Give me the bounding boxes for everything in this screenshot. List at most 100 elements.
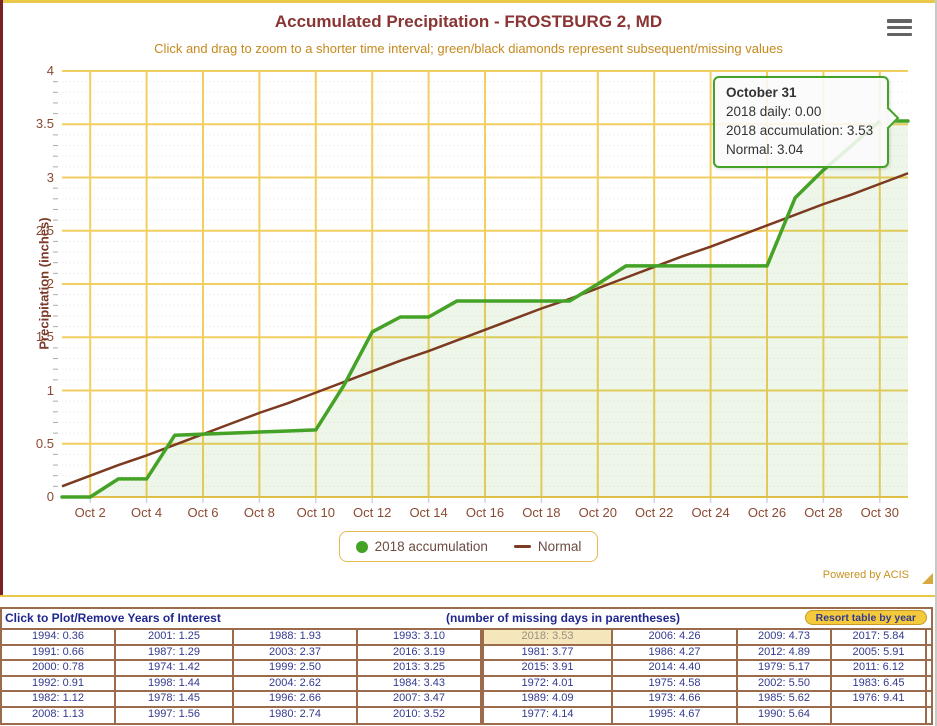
chart-tooltip: October 31 2018 daily: 0.00 2018 accumul… <box>713 76 900 168</box>
year-cell[interactable]: 1984: 3.43 <box>358 676 482 692</box>
y-axis-tick-label: 1.5 <box>35 329 54 345</box>
table-header: Click to Plot/Remove Years of Interest (… <box>2 609 931 630</box>
table-body: 1994: 0.36 2001: 1.25 1988: 1.93 1993: 3.10… <box>2 630 931 723</box>
x-axis-tick-label: Oct 16 <box>465 505 505 520</box>
table-filler-cell <box>927 708 931 724</box>
year-cell[interactable]: 1987: 1.29 <box>116 645 234 661</box>
x-axis-tick-label: Oct 22 <box>635 505 674 520</box>
tooltip-accumulation: 2018 accumulation: 3.53 <box>726 123 874 138</box>
year-cell[interactable]: 1977: 4.14 <box>482 707 613 723</box>
table-filler-cell <box>927 661 931 677</box>
year-cell[interactable]: 2001: 1.25 <box>116 630 234 646</box>
left-border <box>0 0 3 597</box>
table-row: 2008: 1.13 1997: 1.56 1980: 2.74 2010: 3.52… <box>2 707 931 724</box>
year-cell[interactable]: 2013: 3.25 <box>358 661 482 677</box>
year-cell[interactable]: 1979: 5.17 <box>738 661 832 677</box>
year-cell[interactable]: 1990: 5.64 <box>738 707 832 723</box>
year-cell[interactable]: 1994: 0.36 <box>2 630 116 646</box>
chart-title: Accumulated Precipitation - FROSTBURG 2,… <box>274 12 663 31</box>
resort-table-button[interactable]: Resort table by year <box>804 610 927 625</box>
year-cell[interactable]: 1983: 6.45 <box>832 676 927 692</box>
chart-subtitle: Click and drag to zoom to a shorter time… <box>154 41 783 56</box>
tooltip-date: October 31 <box>726 85 797 100</box>
y-axis-tick-label: 2.5 <box>35 222 54 238</box>
year-cell[interactable]: 2007: 3.47 <box>358 692 482 708</box>
year-cell[interactable]: 1976: 9.41 <box>832 692 927 708</box>
year-cell[interactable]: 1986: 4.27 <box>613 645 738 661</box>
accumulation-legend-marker-icon <box>355 540 368 553</box>
x-axis-tick-label: Oct 26 <box>747 505 787 520</box>
year-cell[interactable]: 1988: 1.93 <box>234 630 358 646</box>
year-cell[interactable]: 1998: 1.44 <box>116 676 234 692</box>
year-cell[interactable]: 2012: 4.89 <box>738 645 832 661</box>
year-cell[interactable]: 1980: 2.74 <box>234 707 358 723</box>
x-axis-tick-label: Oct 2 <box>74 505 106 520</box>
table-row: 1994: 0.36 2001: 1.25 1988: 1.93 1993: 3.10… <box>2 630 931 646</box>
table-filler-cell <box>927 677 931 692</box>
y-axis-tick-label: 1 <box>46 382 54 398</box>
year-cell[interactable]: 2005: 5.91 <box>832 645 927 661</box>
year-cell[interactable]: 2000: 0.78 <box>2 661 116 677</box>
chart-divider <box>0 595 937 597</box>
year-cell[interactable]: 1993: 3.10 <box>358 630 482 646</box>
table-row: 2000: 0.78 1974: 1.42 1999: 2.50 2013: 3.25… <box>2 661 931 677</box>
accumulation-legend-label[interactable]: 2018 accumulation <box>374 539 488 554</box>
x-axis-tick-label: Oct 28 <box>804 505 843 520</box>
y-axis-tick-label: 3.5 <box>35 116 54 132</box>
x-axis-tick-label: Oct 14 <box>409 505 448 520</box>
year-cell[interactable]: 1997: 1.56 <box>116 707 234 723</box>
year-cell[interactable]: 2011: 6.12 <box>832 661 927 677</box>
powered-by-acis-link[interactable]: Powered by ACIS <box>822 569 909 581</box>
year-cell[interactable]: 2018: 3.53 <box>482 630 613 646</box>
x-axis-tick-label: Oct 4 <box>131 505 163 520</box>
year-cell[interactable]: 1973: 4.66 <box>613 692 738 708</box>
year-cell[interactable]: 1999: 2.50 <box>234 661 358 677</box>
year-cell[interactable]: 2015: 3.91 <box>482 661 613 677</box>
year-cell[interactable]: 1972: 4.01 <box>482 676 613 692</box>
legend-container: 2018 accumulation Normal <box>0 531 937 562</box>
year-cell[interactable]: 1989: 4.09 <box>482 692 613 708</box>
year-cell[interactable]: 2002: 5.50 <box>738 676 832 692</box>
year-cell[interactable]: 1995: 4.67 <box>613 707 738 723</box>
year-cell[interactable]: 2014: 4.40 <box>613 661 738 677</box>
year-cell[interactable]: 1981: 3.77 <box>482 645 613 661</box>
right-border <box>935 0 937 726</box>
x-axis-tick-label: Oct 12 <box>353 505 392 520</box>
year-cell[interactable]: 2010: 3.52 <box>358 707 482 723</box>
year-cell[interactable]: 2006: 4.26 <box>613 630 738 646</box>
chart-plot-area[interactable] <box>0 0 937 600</box>
table-row: 1991: 0.66 1987: 1.29 2003: 2.37 2016: 3.19… <box>2 645 931 661</box>
legend[interactable]: 2018 accumulation Normal <box>338 531 599 562</box>
resize-grip-icon[interactable] <box>922 573 933 584</box>
table-filler-cell <box>927 692 931 708</box>
chart-menu-button[interactable] <box>887 19 913 37</box>
hamburger-icon <box>887 19 912 23</box>
y-axis-tick-label: 3 <box>46 169 54 185</box>
year-cell[interactable]: 1982: 1.12 <box>2 692 116 708</box>
y-axis-tick-label: 0.5 <box>35 435 54 451</box>
table-filler-cell <box>927 646 931 661</box>
x-axis-tick-label: Oct 8 <box>243 505 275 520</box>
year-cell[interactable]: 1992: 0.91 <box>2 676 116 692</box>
year-cell[interactable]: 1978: 1.45 <box>116 692 234 708</box>
year-cell[interactable]: 1996: 2.66 <box>234 692 358 708</box>
normal-legend-label[interactable]: Normal <box>537 539 582 554</box>
year-cell[interactable]: 1991: 0.66 <box>2 645 116 661</box>
year-cell[interactable]: 2008: 1.13 <box>2 707 116 723</box>
year-cell[interactable]: 2003: 2.37 <box>234 645 358 661</box>
normal-legend-marker-icon <box>513 545 531 548</box>
year-cell[interactable]: 1975: 4.58 <box>613 676 738 692</box>
year-cell[interactable]: 2017: 5.84 <box>832 630 927 646</box>
year-cell[interactable]: 2016: 3.19 <box>358 645 482 661</box>
table-header-note: (number of missing days in parentheses) <box>446 611 681 625</box>
year-cell[interactable]: 2004: 2.62 <box>234 676 358 692</box>
x-axis-tick-label: Oct 10 <box>296 505 335 520</box>
year-cell[interactable]: 1974: 1.42 <box>116 661 234 677</box>
x-axis-tick-label: Oct 18 <box>522 505 561 520</box>
year-cell[interactable]: 1985: 5.62 <box>738 692 832 708</box>
y-axis-tick-label: 2 <box>46 276 54 291</box>
y-axis-tick-label: 0 <box>46 489 54 504</box>
x-axis-tick-label: Oct 20 <box>578 505 617 520</box>
year-cell[interactable]: 2009: 4.73 <box>738 630 832 646</box>
